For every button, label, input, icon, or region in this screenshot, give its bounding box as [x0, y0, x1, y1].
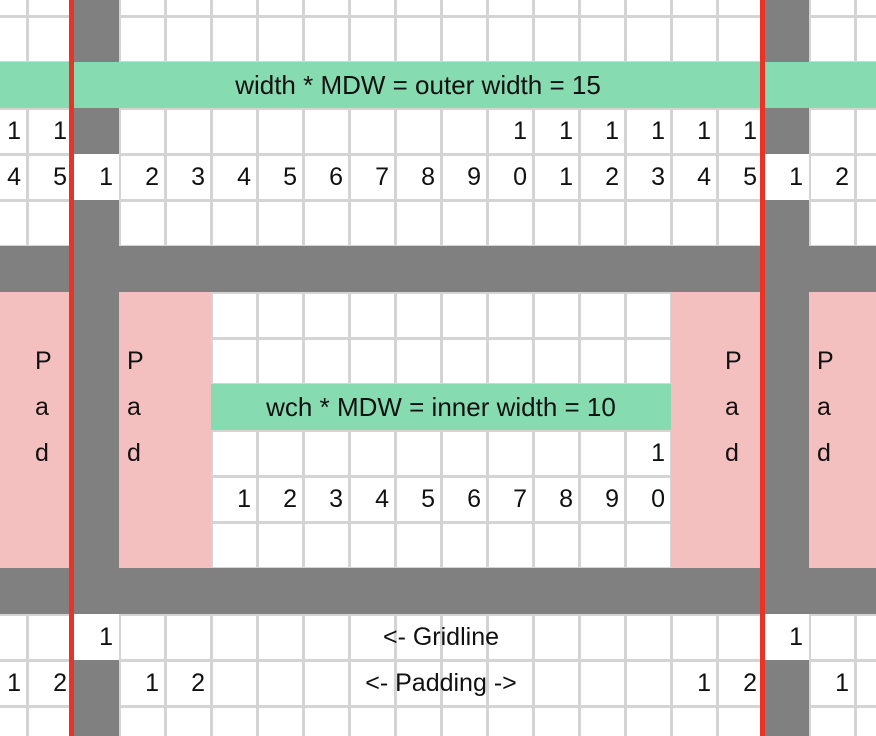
inner-width-band: wch * MDW = inner width = 10 [211, 384, 671, 430]
outer-tens-digit: 1 [605, 116, 619, 145]
outer-border-right [760, 0, 765, 736]
outer-width-band: width * MDW = outer width = 15 [73, 62, 763, 108]
top-gutter-row [0, 246, 876, 292]
gridline-cell-gap-right [763, 614, 809, 660]
outer-units-digit: 0 [513, 162, 527, 191]
pad-letter: P [127, 346, 144, 375]
outer-tens-digit: 1 [697, 116, 711, 145]
outer-tens-digit: 1 [513, 116, 527, 145]
pad-letter: d [725, 438, 739, 467]
padding-left-inner [119, 292, 211, 568]
inner-units-digit: 5 [421, 484, 435, 513]
padding-count: 1 [697, 668, 711, 697]
outer-tens-digit: 1 [743, 116, 757, 145]
inner-units-digit: 1 [237, 484, 251, 513]
outer-units-digit: 8 [421, 162, 435, 191]
padding-right-outer [809, 292, 876, 568]
outer-units-digit: 6 [329, 162, 343, 191]
inner-units-digit: 8 [559, 484, 573, 513]
inner-width-label: wch * MDW = inner width = 10 [266, 391, 616, 422]
pad-letter: a [725, 392, 739, 421]
pad-letter: d [35, 438, 49, 467]
padding-right-inner [671, 292, 763, 568]
inner-units-digit: 4 [375, 484, 389, 513]
pad-letter: P [35, 346, 52, 375]
outer-units-digit: 3 [191, 162, 205, 191]
gridline-count: 1 [789, 622, 803, 651]
inner-units-digit: 7 [513, 484, 527, 513]
outer-band-right [763, 62, 876, 108]
gridline-label: <- Gridline [382, 622, 499, 651]
pad-letter: a [127, 392, 141, 421]
pad-letter: P [725, 346, 742, 375]
outer-units-digit: 5 [743, 162, 757, 191]
outer-units-digit: 4 [7, 162, 21, 191]
padding-count: 2 [743, 668, 757, 697]
pad-letter: d [817, 438, 831, 467]
outer-units-digit: 2 [605, 162, 619, 191]
pad-letter: d [127, 438, 141, 467]
pad-letter: a [817, 392, 831, 421]
outer-units-digit: 7 [375, 162, 389, 191]
inner-units-digit: 3 [329, 484, 343, 513]
inner-units-digit: 6 [467, 484, 481, 513]
padding-count: 2 [191, 668, 205, 697]
outer-units-digit: 4 [237, 162, 251, 191]
outer-tens-digit: 1 [53, 116, 67, 145]
outer-units-digit: 9 [467, 162, 481, 191]
padding-label: <- Padding -> [365, 668, 517, 697]
outer-units-digit: 5 [283, 162, 297, 191]
padding-count: 1 [7, 668, 21, 697]
outer-tens-digit: 1 [7, 116, 21, 145]
outer-tens-digit: 1 [651, 116, 665, 145]
outer-units-digit: 5 [53, 162, 67, 191]
padding-count: 1 [145, 668, 159, 697]
padding-count: 2 [53, 668, 67, 697]
padding-left-outer [0, 292, 73, 568]
outer-units-digit: 1 [99, 162, 113, 191]
pad-letter: P [817, 346, 834, 375]
inner-units-digit: 2 [283, 484, 297, 513]
bottom-gutter-row [0, 568, 876, 614]
outer-units-digit: 2 [145, 162, 159, 191]
outer-band-left [0, 62, 73, 108]
inner-tens-digit: 1 [651, 438, 665, 467]
units-cell-gap-left [73, 154, 119, 200]
outer-units-digit: 3 [651, 162, 665, 191]
outer-units-digit: 2 [835, 162, 849, 191]
outer-tens-digit: 1 [559, 116, 573, 145]
gridline-count: 1 [99, 622, 113, 651]
padding-count: 1 [835, 668, 849, 697]
outer-units-digit: 1 [789, 162, 803, 191]
outer-units-digit: 4 [697, 162, 711, 191]
outer-units-digit: 1 [559, 162, 573, 191]
pad-letter: a [35, 392, 49, 421]
outer-border-left [69, 0, 74, 736]
inner-units-digit: 9 [605, 484, 619, 513]
inner-units-digit: 0 [651, 484, 665, 513]
units-cell-gap-right [763, 154, 809, 200]
outer-width-label: width * MDW = outer width = 15 [235, 69, 601, 100]
gridline-cell-gap-left [73, 614, 119, 660]
